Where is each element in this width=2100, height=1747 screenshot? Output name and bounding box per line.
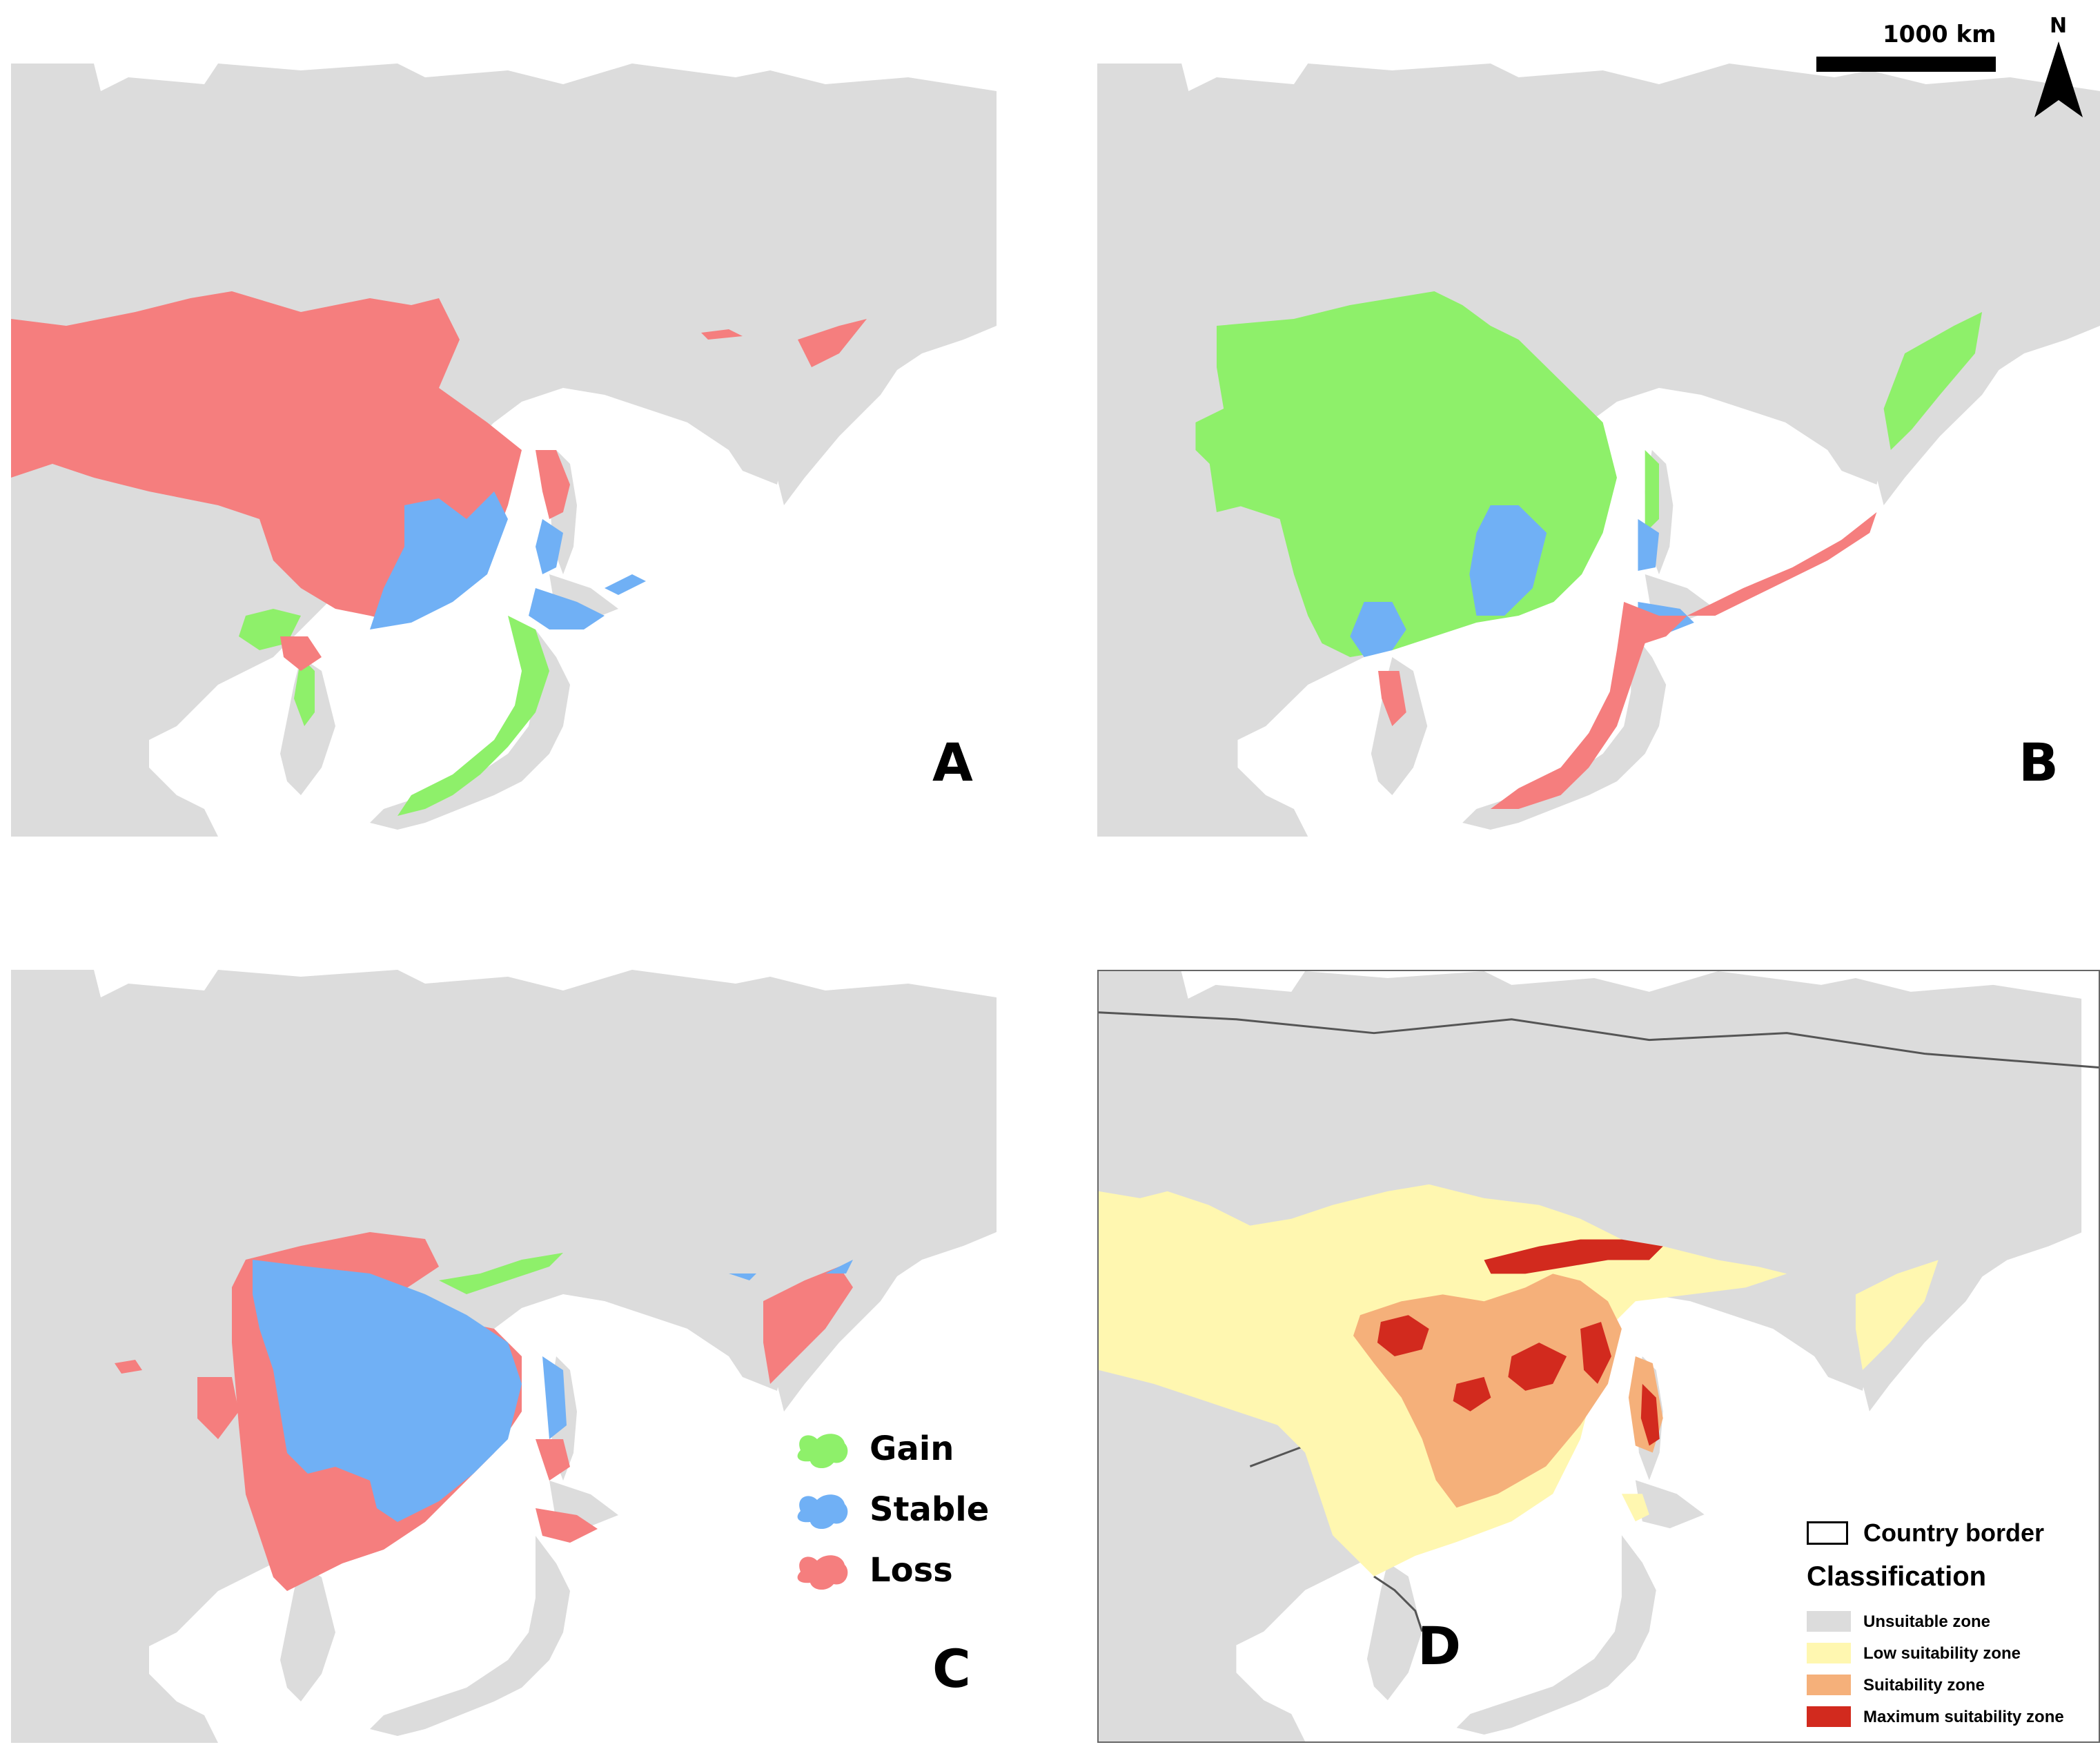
gain-region	[1645, 450, 1660, 533]
map-c-svg	[11, 970, 997, 1743]
stable-region	[825, 1260, 853, 1273]
unsuitable-swatch	[1807, 1611, 1851, 1632]
legend-label-suitability: Suitability zone	[1863, 1676, 1985, 1695]
map-b-svg	[1097, 64, 2100, 837]
scale-bar-label: 1000 km	[1883, 21, 1996, 48]
legend-item-low-suitability: Low suitability zone	[1807, 1640, 2097, 1668]
change-legend: Gain Stable Loss	[794, 1425, 1001, 1605]
country-border-swatch	[1807, 1521, 1848, 1545]
max-suitability-region	[1580, 1322, 1611, 1384]
stable-region	[1350, 602, 1406, 657]
gain-region	[398, 616, 549, 816]
panel-letter-a: A	[932, 732, 973, 793]
loss-region	[1378, 671, 1406, 726]
gain-region	[439, 1253, 563, 1294]
max-suitability-region	[1377, 1315, 1429, 1356]
map-panel-b: B	[1097, 64, 2100, 837]
legend-item-suitability: Suitability zone	[1807, 1672, 2097, 1699]
gain-region	[294, 657, 315, 726]
max-suitability-region	[1453, 1376, 1491, 1412]
gain-swatch-icon	[797, 1434, 848, 1469]
legend-item-unsuitable: Unsuitable zone	[1807, 1608, 2097, 1636]
legend-item-max-suitability: Maximum suitability zone	[1807, 1704, 2097, 1731]
low-suitability-swatch	[1807, 1643, 1851, 1663]
scale-bar-line	[1816, 57, 1996, 72]
panel-letter-b: B	[2019, 732, 2059, 793]
map-d-svg	[1099, 971, 2099, 1741]
panel-letter-c: C	[932, 1638, 971, 1699]
stable-swatch-icon	[797, 1494, 848, 1530]
scale-bar: 1000 km	[1816, 21, 1996, 76]
stable-region	[1469, 505, 1547, 616]
panel-letter-d: D	[1417, 1615, 1462, 1677]
loss-region	[11, 291, 522, 623]
loss-region	[280, 636, 322, 671]
stable-region	[370, 491, 508, 629]
country-border	[1099, 1011, 2099, 1068]
stable-region	[729, 1273, 756, 1280]
classification-legend: Country border Classification Unsuitable…	[1807, 1519, 2097, 1733]
map-panel-c: C	[11, 970, 997, 1743]
loss-swatch-icon	[797, 1555, 848, 1590]
suitability-swatch	[1807, 1675, 1851, 1695]
gain-region	[1209, 457, 1259, 512]
loss-region	[798, 319, 867, 367]
north-arrow-icon	[2034, 41, 2083, 117]
loss-region	[115, 1360, 142, 1374]
low-suitability-region	[1621, 1494, 1649, 1522]
legend-label-unsuitable: Unsuitable zone	[1863, 1612, 1991, 1631]
max-suitability-region	[1640, 1383, 1660, 1446]
gain-region	[1883, 312, 1983, 450]
loss-region	[536, 450, 570, 519]
loss-region	[536, 1508, 598, 1543]
legend-label-low-suitability: Low suitability zone	[1863, 1644, 2021, 1663]
stable-region	[542, 1356, 567, 1439]
legend-label-max-suitability: Maximum suitability zone	[1863, 1708, 2064, 1726]
legend-item-loss: Loss	[794, 1547, 1001, 1595]
north-arrow: N	[2034, 14, 2083, 117]
loss-region	[536, 1439, 570, 1481]
max-suitability-region	[1484, 1239, 1663, 1274]
legend-label-gain: Gain	[870, 1429, 954, 1468]
loss-region	[763, 1267, 853, 1384]
stable-region	[253, 1260, 522, 1522]
map-panel-d: D	[1097, 970, 2100, 1743]
legend-label-loss: Loss	[870, 1551, 953, 1590]
max-suitability-region	[1508, 1343, 1567, 1391]
legend-item-gain: Gain	[794, 1425, 1001, 1474]
map-a-svg	[11, 64, 997, 837]
country-border-label: Country border	[1863, 1519, 2045, 1547]
legend-label-stable: Stable	[870, 1490, 990, 1529]
map-panel-a: A	[11, 64, 997, 837]
stable-region	[1638, 519, 1660, 571]
stable-region	[529, 588, 605, 629]
stable-region	[605, 574, 646, 595]
loss-region	[197, 1377, 239, 1439]
legend-country-border: Country border	[1807, 1519, 2097, 1547]
low-suitability-region	[1855, 1260, 1939, 1370]
legend-item-stable: Stable	[794, 1486, 1001, 1534]
north-arrow-label: N	[2050, 14, 2068, 38]
stable-region	[536, 519, 563, 574]
country-border	[1373, 1575, 1424, 1632]
loss-region	[701, 329, 743, 340]
classification-title: Classification	[1807, 1561, 1987, 1592]
loss-region	[1490, 602, 1687, 809]
max-suitability-swatch	[1807, 1706, 1851, 1727]
